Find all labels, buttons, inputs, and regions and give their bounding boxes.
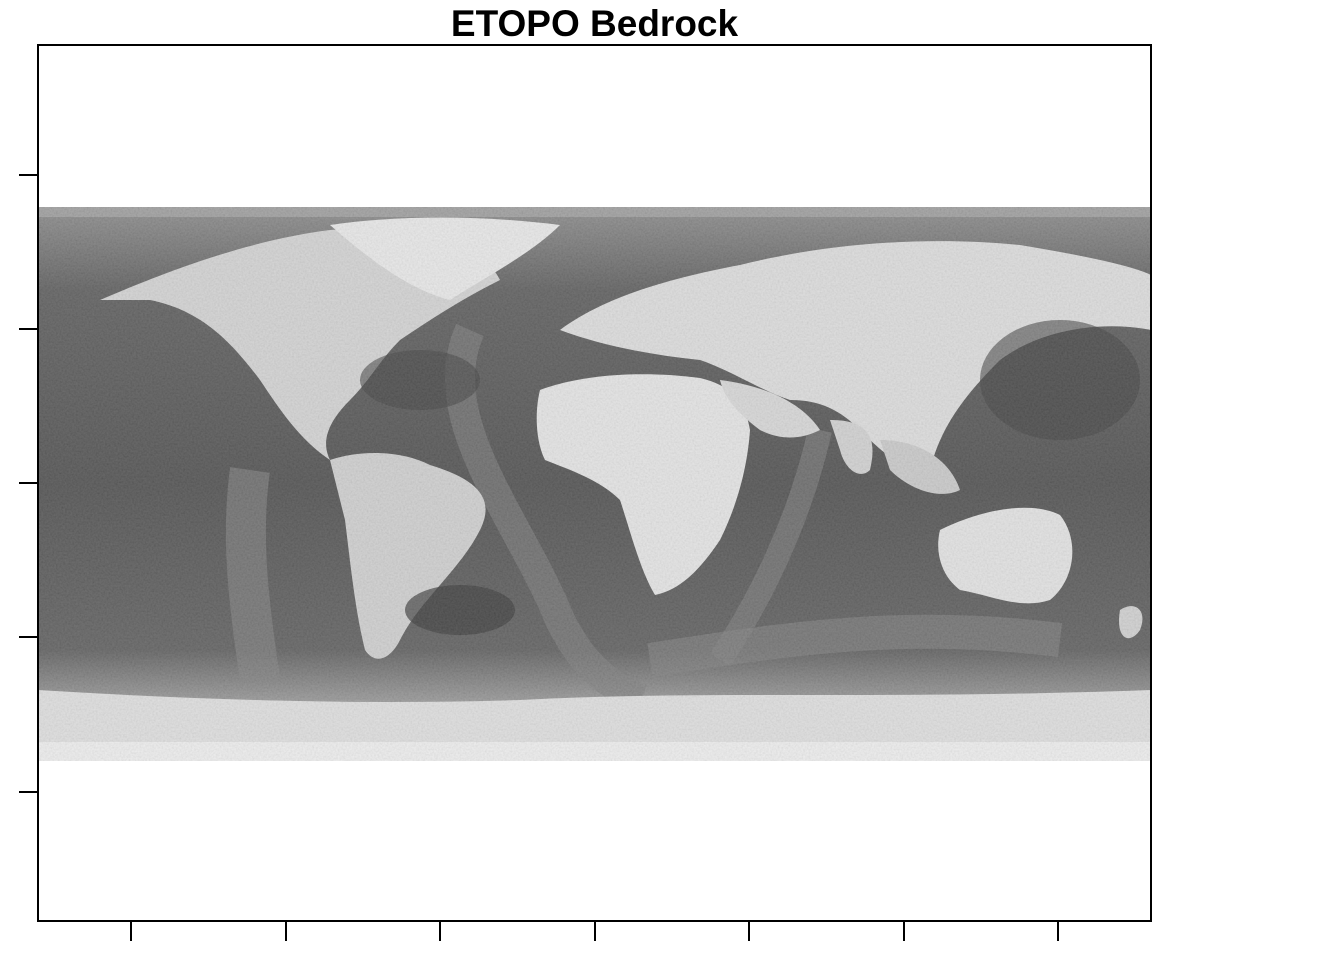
x-axis [130, 921, 1059, 941]
plot-title: ETOPO Bedrock [450, 3, 739, 44]
elevation-raster [38, 207, 1151, 761]
y-axis [19, 174, 38, 793]
